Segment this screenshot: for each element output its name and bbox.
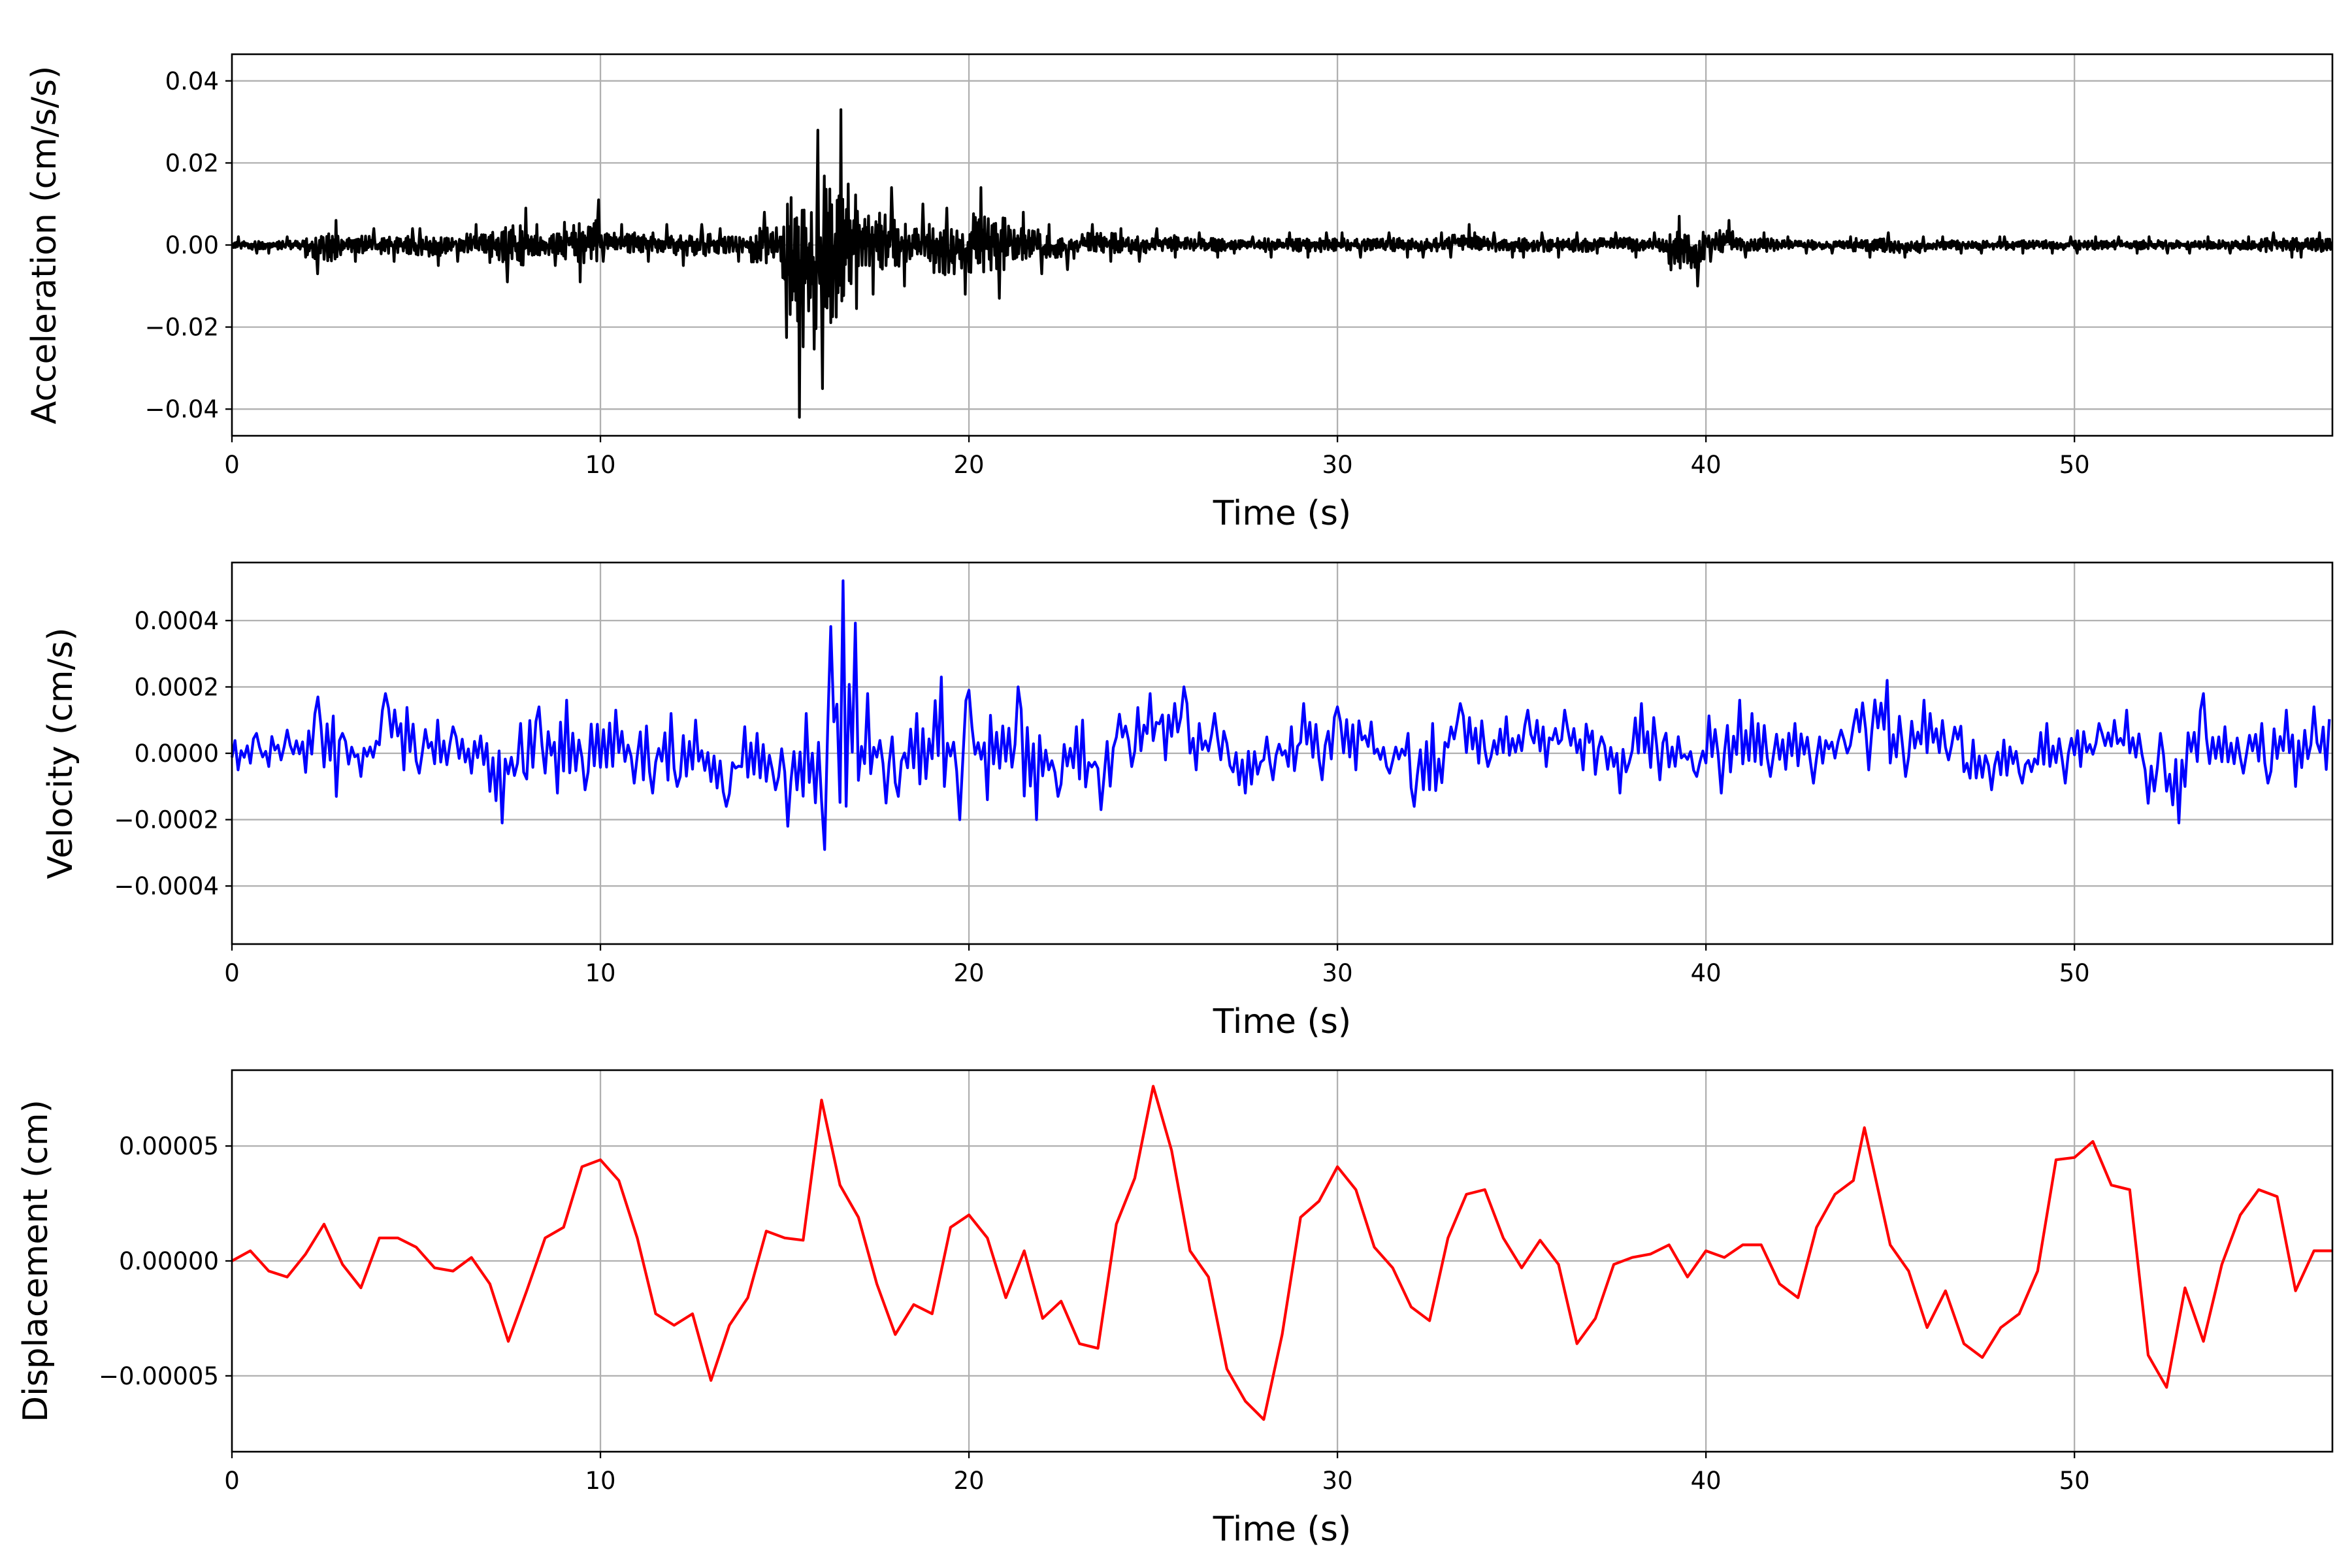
x-tick-label: 40 <box>1691 959 1722 987</box>
x-tick-label: 10 <box>585 451 615 479</box>
x-tick-label: 20 <box>954 959 985 987</box>
y-axis-label: Velocity (cm/s) <box>41 628 80 879</box>
y-tick-label: 0.0004 <box>135 607 219 635</box>
y-tick-label: −0.04 <box>145 395 219 423</box>
x-tick-label: 0 <box>224 451 240 479</box>
x-tick-label: 20 <box>954 1467 985 1495</box>
y-tick-label: 0.00000 <box>119 1247 219 1275</box>
x-tick-label: 30 <box>1322 451 1353 479</box>
x-tick-label: 40 <box>1691 451 1722 479</box>
x-tick-label: 0 <box>224 1467 240 1495</box>
x-tick-label: 10 <box>585 1467 615 1495</box>
series-line <box>230 579 2331 851</box>
y-tick-label: 0.0000 <box>135 740 219 768</box>
displacement-panel: 0 10 20 30 40 50 0.00005 0.00000 −0.00005 Time (s… <box>16 1069 2334 1549</box>
x-axis-label: Time (s) <box>1213 1002 1351 1041</box>
series-line <box>231 1085 2332 1421</box>
x-tick-label: 0 <box>224 959 240 987</box>
x-tick-label: 30 <box>1322 1467 1353 1495</box>
x-tick-label: 20 <box>954 451 985 479</box>
y-tick-label: −0.0002 <box>114 806 219 834</box>
acceleration-panel: 0 10 20 30 40 50 0.04 0.02 0.00 −0.02 −0.04 Time (s… <box>25 53 2334 533</box>
y-tick-label: 0.00 <box>165 231 219 259</box>
x-axis-label: Time (s) <box>1213 1510 1351 1549</box>
x-tick-label: 50 <box>2059 451 2090 479</box>
y-axis-label: Acceleration (cm/s/s) <box>25 66 64 425</box>
y-tick-label: −0.0004 <box>114 872 219 900</box>
y-tick-label: 0.04 <box>165 67 219 95</box>
x-axis-label: Time (s) <box>1213 494 1351 533</box>
x-tick-label: 50 <box>2059 959 2090 987</box>
y-tick-label: 0.0002 <box>135 673 219 701</box>
y-tick-label: −0.00005 <box>99 1362 219 1390</box>
series-line <box>231 108 2333 419</box>
y-axis-label: Displacement (cm) <box>16 1100 56 1422</box>
x-tick-label: 40 <box>1691 1467 1722 1495</box>
y-tick-label: 0.00005 <box>119 1132 219 1160</box>
velocity-panel: 0 10 20 30 40 50 0.0004 0.0002 0.0000 −0.0002 −0.0… <box>41 561 2334 1041</box>
x-tick-label: 50 <box>2059 1467 2090 1495</box>
y-tick-label: −0.02 <box>145 314 219 342</box>
x-tick-label: 10 <box>585 959 615 987</box>
x-tick-label: 30 <box>1322 959 1353 987</box>
y-tick-label: 0.02 <box>165 149 219 177</box>
